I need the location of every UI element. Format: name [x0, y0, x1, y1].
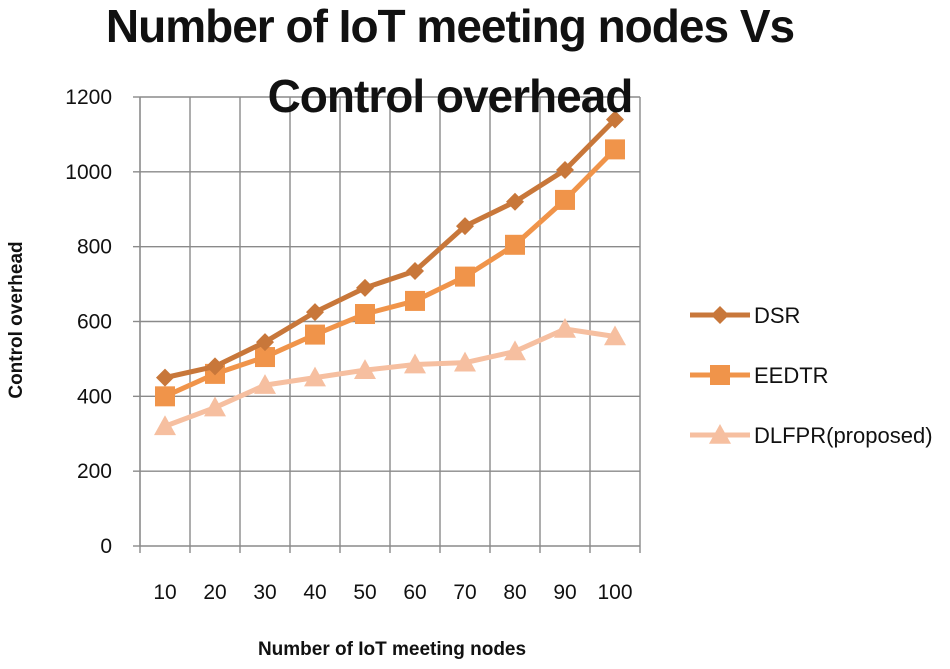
data-point-dsr: [606, 110, 624, 129]
legend-marker: [710, 365, 730, 385]
data-point-dlfpr-proposed-: [504, 340, 526, 361]
x-tick-label: 90: [553, 581, 576, 604]
y-tick-label: 1000: [65, 161, 112, 184]
data-point-dlfpr-proposed-: [604, 325, 626, 346]
x-tick-label: 30: [253, 581, 276, 604]
legend-label: DSR: [754, 303, 800, 328]
data-point-dsr: [256, 333, 274, 352]
series-line-eedtr: [163, 147, 617, 399]
data-point-eedtr: [255, 347, 275, 368]
data-point-dsr: [206, 357, 224, 376]
data-point-dlfpr-proposed-: [254, 374, 276, 394]
data-point-eedtr: [555, 189, 575, 210]
data-point-dlfpr-proposed-: [354, 359, 376, 379]
data-point-eedtr: [505, 234, 525, 255]
y-tick-label: 200: [77, 460, 112, 483]
x-tick-label: 80: [503, 581, 526, 604]
data-point-eedtr: [305, 324, 325, 345]
legend-marker: [711, 306, 729, 324]
series-line-dsr: [164, 117, 617, 381]
x-tick-label: 10: [153, 581, 176, 604]
y-tick-label: 800: [77, 236, 112, 259]
legend-marker: [709, 424, 731, 444]
gridlines: [140, 96, 641, 546]
data-point-dsr: [356, 278, 374, 297]
x-tick-label: 60: [403, 581, 426, 604]
series-line-dlfpr-proposed-: [164, 326, 616, 429]
x-tick-label: 100: [597, 581, 632, 604]
axes: [133, 96, 641, 553]
x-tick-label: 40: [303, 581, 326, 604]
data-point-eedtr: [355, 304, 375, 325]
y-tick-label: 1200: [65, 86, 112, 109]
chart-title-line-2: Control overhead: [268, 70, 633, 122]
x-tick-label: 20: [203, 581, 226, 604]
data-point-dlfpr-proposed-: [204, 396, 226, 417]
data-point-dlfpr-proposed-: [304, 366, 326, 387]
y-tick-label: 0: [100, 535, 112, 558]
data-point-eedtr: [155, 386, 175, 407]
data-point-dlfpr-proposed-: [404, 353, 426, 374]
y-axis-title: Control overhead: [6, 241, 27, 398]
data-point-dlfpr-proposed-: [454, 351, 476, 372]
data-point-eedtr: [405, 290, 425, 311]
x-tick-label: 50: [353, 581, 376, 604]
legend-label: EEDTR: [754, 363, 829, 388]
data-point-dlfpr-proposed-: [554, 317, 576, 338]
data-point-dsr: [506, 192, 524, 211]
chart-title-line-1: Number of IoT meeting nodes Vs: [106, 0, 794, 52]
data-point-dlfpr-proposed-: [154, 415, 176, 436]
series-layer: [154, 110, 626, 436]
y-tick-label: 400: [77, 385, 112, 408]
x-tick-label: 70: [453, 581, 476, 604]
legend: DSR EEDTR DLFPR(proposed): [690, 303, 933, 448]
data-point-dsr: [556, 160, 574, 179]
data-point-eedtr: [605, 139, 625, 160]
tick-labels: 0 200 400 600 800 1000 1200 10 20 30 40 50 60 70 80 90 1…: [65, 86, 632, 604]
x-axis-title: Number of IoT meeting nodes: [258, 639, 526, 660]
data-point-dsr: [156, 368, 174, 387]
data-point-dsr: [306, 303, 324, 322]
data-point-dsr: [456, 217, 474, 236]
data-point-eedtr: [455, 266, 475, 287]
y-tick-label: 600: [77, 311, 112, 334]
data-point-dsr: [406, 261, 424, 280]
legend-label: DLFPR(proposed): [754, 423, 933, 448]
